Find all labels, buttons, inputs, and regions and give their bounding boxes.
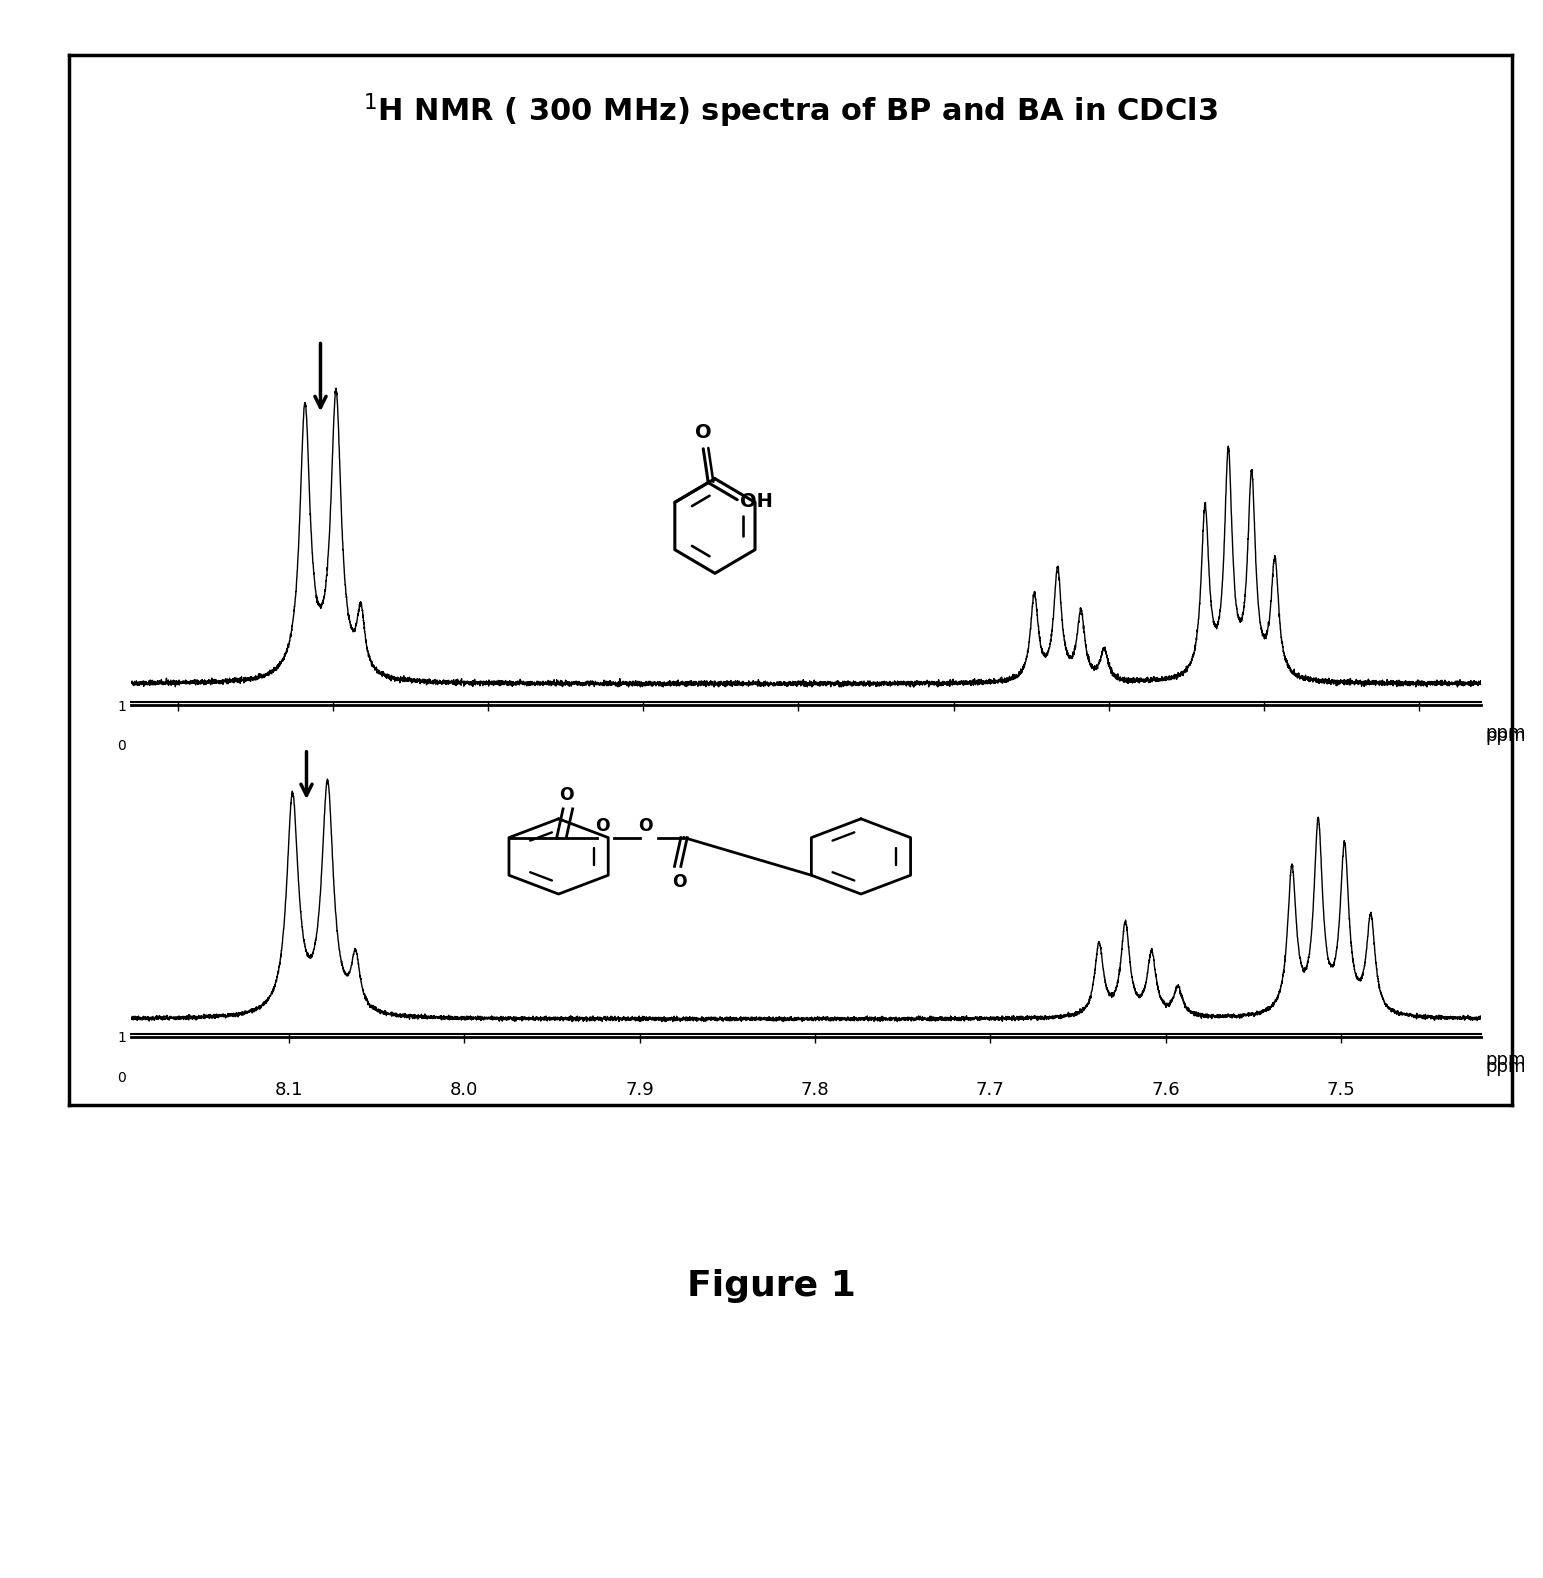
Text: ppm: ppm: [1486, 1051, 1526, 1070]
Text: O: O: [694, 423, 711, 442]
Text: O: O: [596, 817, 609, 835]
Text: $^{1}$H NMR ( 300 MHz) spectra of BP and BA in CDCl3: $^{1}$H NMR ( 300 MHz) spectra of BP and…: [364, 92, 1217, 131]
Text: ppm: ppm: [1486, 724, 1526, 743]
Text: ppm: ppm: [1486, 1059, 1526, 1076]
Text: O: O: [671, 873, 687, 890]
Text: O: O: [637, 817, 653, 835]
Text: O: O: [559, 786, 574, 803]
Text: Figure 1: Figure 1: [687, 1269, 856, 1303]
Text: ppm: ppm: [1486, 727, 1526, 745]
Text: OH: OH: [741, 492, 773, 511]
